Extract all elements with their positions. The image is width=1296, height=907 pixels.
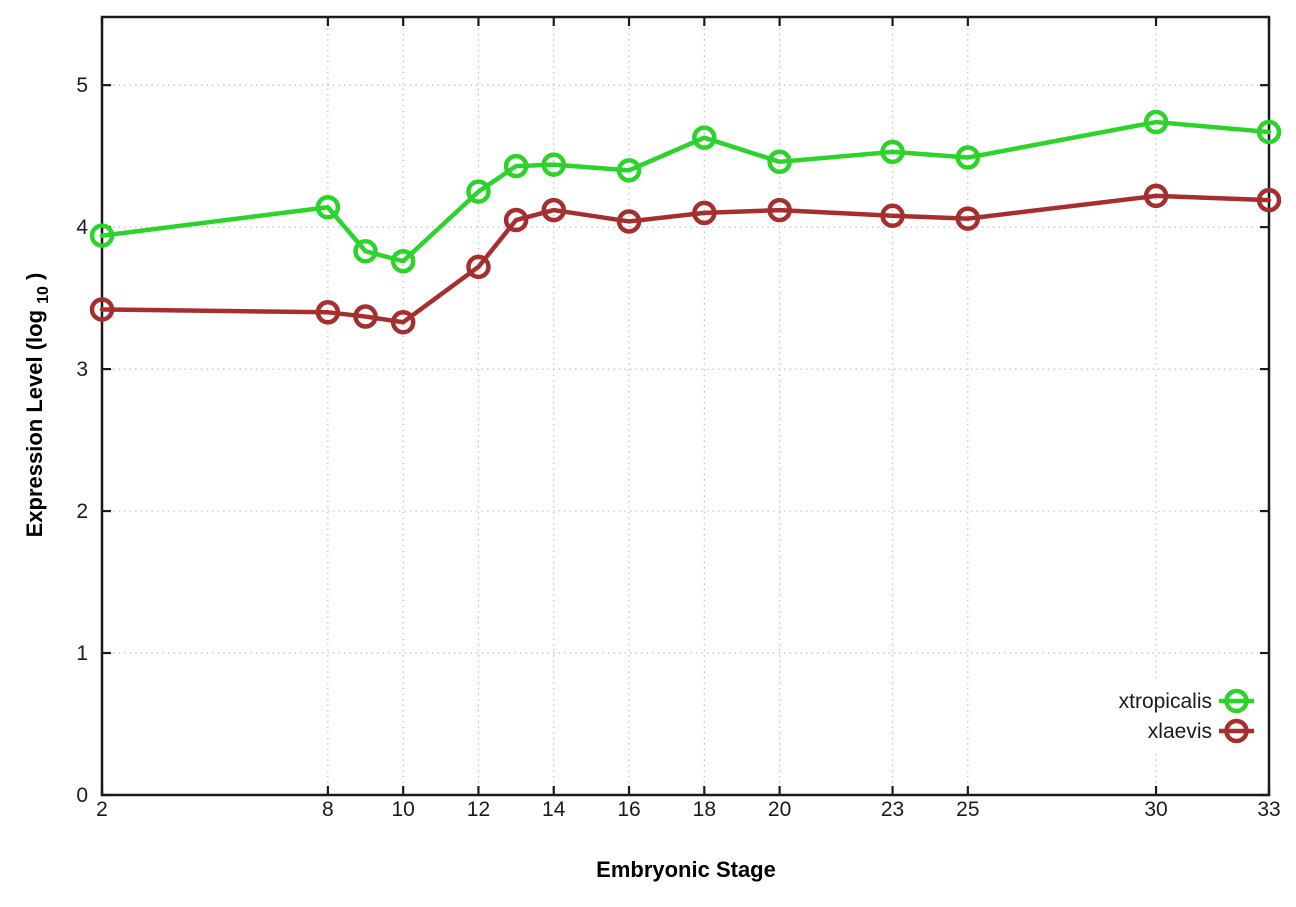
data-point-xlaevis: [503, 207, 529, 233]
x-tick-label: 20: [768, 798, 791, 821]
x-axis-title: Embryonic Stage: [596, 857, 776, 882]
series-line-xtropicalis: [99, 119, 1272, 264]
x-tick-label: 25: [956, 798, 979, 821]
legend-item-xlaevis: xlaevis: [1148, 718, 1254, 744]
data-point-xlaevis: [466, 254, 491, 280]
x-tick-label: 16: [617, 798, 640, 821]
x-tick-label: 30: [1144, 798, 1167, 821]
x-tick-label: 18: [693, 798, 716, 821]
legend-label-xlaevis: xlaevis: [1148, 720, 1212, 743]
y-tick-label: 4: [76, 216, 88, 239]
data-point-xtropicalis: [1256, 119, 1282, 145]
y-axis-title-close: ): [22, 273, 47, 280]
legend-item-xtropicalis: xtropicalis: [1119, 688, 1254, 714]
data-point-xlaevis: [541, 197, 566, 223]
data-point-xtropicalis: [353, 239, 378, 264]
data-point-xtropicalis: [390, 248, 416, 274]
x-tick-label: 10: [391, 798, 414, 821]
data-point-xtropicalis: [541, 152, 566, 177]
y-axis-title: Expression Level (log 10 ): [22, 273, 53, 538]
y-tick-label: 5: [76, 74, 88, 97]
data-point-xtropicalis: [315, 194, 341, 220]
y-tick-label: 2: [76, 500, 88, 523]
x-tick-label: 14: [542, 798, 566, 821]
grid-layer: [102, 17, 1269, 795]
data-point-xtropicalis: [955, 145, 981, 170]
data-point-xtropicalis: [616, 158, 642, 183]
data-point-xtropicalis: [89, 223, 115, 248]
data-point-xlaevis: [616, 209, 642, 234]
data-point-xtropicalis: [466, 179, 491, 204]
y-tick-label: 1: [76, 642, 88, 665]
data-point-xlaevis: [1143, 183, 1169, 209]
x-tick-label: 2: [96, 798, 108, 821]
data-point-xtropicalis: [880, 139, 905, 165]
data-point-xlaevis: [692, 200, 717, 226]
data-point-xlaevis: [315, 300, 341, 325]
y-tick-label: 0: [76, 784, 88, 807]
data-point-xtropicalis: [692, 125, 717, 150]
legend-label-xtropicalis: xtropicalis: [1119, 690, 1212, 713]
data-point-xlaevis: [955, 206, 981, 231]
plot-border: [100, 15, 1271, 797]
legend: xtropicalis xlaevis: [1078, 682, 1264, 750]
x-tick-label: 23: [881, 798, 904, 821]
y-tick-label: 3: [76, 358, 88, 381]
data-point-xlaevis: [353, 304, 378, 329]
x-tick-label: 33: [1257, 798, 1280, 821]
y-axis-title-subscript: 10: [35, 286, 52, 304]
data-point-xtropicalis: [503, 153, 529, 179]
data-point-xlaevis: [767, 197, 792, 223]
data-point-xlaevis: [1256, 187, 1282, 213]
data-point-xtropicalis: [767, 149, 792, 175]
x-tick-label: 12: [467, 798, 490, 821]
series-line-xlaevis: [99, 193, 1272, 325]
data-point-xlaevis: [89, 297, 115, 322]
y-axis-title-main: Expression Level (log: [22, 310, 47, 537]
data-point-xlaevis: [390, 309, 416, 335]
legend-marker: [1224, 718, 1249, 744]
x-tick-label: 8: [322, 798, 334, 821]
tick-marks: [100, 17, 1271, 797]
data-point-xtropicalis: [1143, 109, 1169, 135]
data-point-xlaevis: [880, 203, 905, 229]
legend-marker: [1224, 688, 1249, 714]
